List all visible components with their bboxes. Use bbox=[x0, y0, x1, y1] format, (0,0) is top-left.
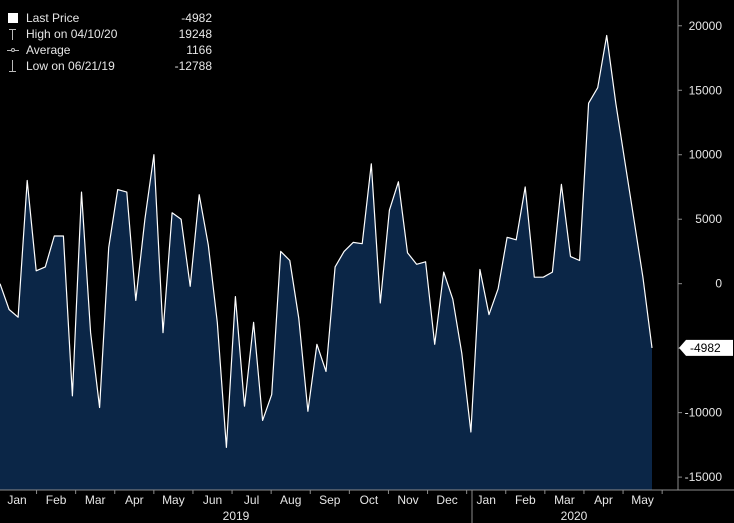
y-tick-label: -10000 bbox=[685, 406, 723, 420]
x-tick-label: Jan bbox=[477, 493, 496, 507]
x-tick-label: Apr bbox=[594, 493, 613, 507]
legend-row-average: Average 1166 bbox=[6, 42, 212, 58]
legend-label: High on 04/10/20 bbox=[26, 27, 118, 41]
y-tick-label: 10000 bbox=[689, 148, 723, 162]
series-area-fill bbox=[0, 35, 652, 490]
y-tick-label: 5000 bbox=[695, 212, 722, 226]
legend-label: Average bbox=[26, 43, 71, 57]
year-label: 2019 bbox=[223, 509, 250, 523]
low-marker-icon bbox=[6, 59, 20, 73]
legend-label: Last Price bbox=[26, 11, 80, 25]
y-tick-label: 15000 bbox=[689, 83, 723, 97]
last-price-tag-label: -4982 bbox=[690, 341, 721, 355]
legend-row-high: High on 04/10/20 19248 bbox=[6, 26, 212, 42]
last-price-tag: -4982 bbox=[679, 339, 733, 356]
legend-value: -12788 bbox=[174, 59, 212, 73]
legend-value: -4982 bbox=[181, 11, 212, 25]
y-tick-label: 20000 bbox=[689, 19, 723, 33]
x-tick-label: Jan bbox=[7, 493, 26, 507]
x-tick-label: Feb bbox=[46, 493, 67, 507]
x-axis-ticks: Jan Feb Mar Apr May Jun Jul Aug Sep Oct Nov Dec Jan F… bbox=[7, 490, 663, 523]
last-price-tag-bg bbox=[679, 339, 733, 356]
x-tick-label: Aug bbox=[280, 493, 301, 507]
x-tick-label: Jun bbox=[203, 493, 222, 507]
x-tick-label: Apr bbox=[125, 493, 144, 507]
legend: Last Price -4982 High on 04/10/20 19248 … bbox=[6, 10, 212, 74]
y-tick-label: 0 bbox=[715, 277, 722, 291]
x-tick-label: May bbox=[162, 493, 185, 507]
year-label: 2020 bbox=[561, 509, 588, 523]
plot-area bbox=[0, 34, 653, 490]
legend-row-last-price: Last Price -4982 bbox=[6, 10, 212, 26]
x-tick-label: Dec bbox=[436, 493, 457, 507]
legend-label: Low on 06/21/19 bbox=[26, 59, 115, 73]
x-tick-label: Feb bbox=[515, 493, 536, 507]
x-tick-label: Jul bbox=[244, 493, 259, 507]
x-tick-label: Mar bbox=[554, 493, 575, 507]
legend-value: 19248 bbox=[178, 27, 212, 41]
x-tick-label: Mar bbox=[85, 493, 106, 507]
legend-row-low: Low on 06/21/19 -12788 bbox=[6, 58, 212, 74]
white-square-icon bbox=[6, 11, 20, 25]
x-tick-label: Nov bbox=[397, 493, 418, 507]
legend-value: 1166 bbox=[186, 43, 212, 57]
x-tick-label: May bbox=[631, 493, 654, 507]
average-marker-icon bbox=[6, 43, 20, 57]
y-tick-label: -15000 bbox=[685, 470, 723, 484]
x-tick-label: Sep bbox=[319, 493, 341, 507]
high-marker-icon bbox=[6, 27, 20, 41]
x-tick-label: Oct bbox=[360, 493, 379, 507]
series-line bbox=[0, 34, 653, 448]
